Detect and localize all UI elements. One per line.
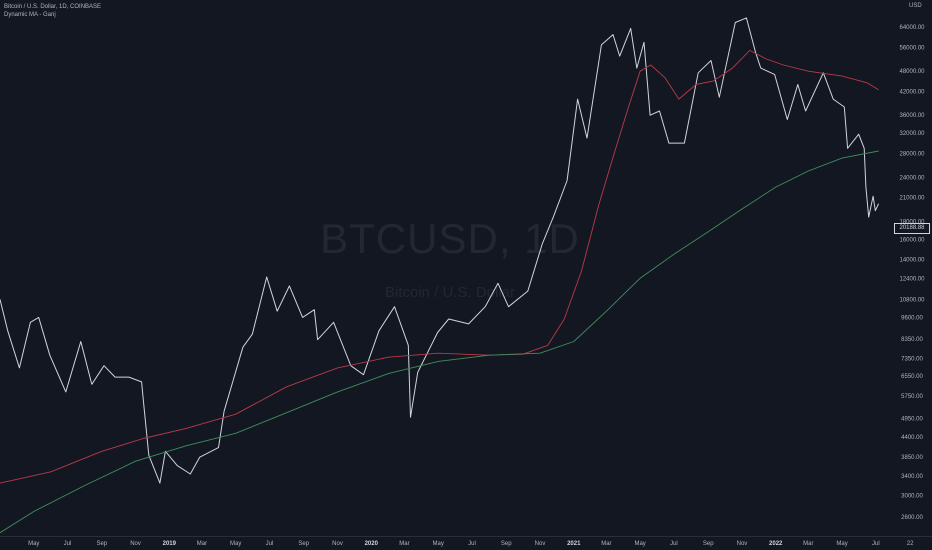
y-tick-label: 6550.00 bbox=[901, 374, 923, 380]
y-tick-label: 16000.00 bbox=[899, 237, 925, 243]
y-tick-label: 64000.00 bbox=[899, 25, 925, 31]
x-tick-label: Jul bbox=[872, 541, 880, 547]
x-tick-label: Sep bbox=[703, 541, 714, 547]
x-tick-label: Sep bbox=[501, 541, 512, 547]
y-tick-label: 56000.00 bbox=[899, 46, 925, 52]
x-tick-label: Mar bbox=[803, 541, 813, 547]
x-tick-label: Mar bbox=[399, 541, 409, 547]
x-tick-label: Jul bbox=[670, 541, 678, 547]
x-tick-label: Mar bbox=[197, 541, 207, 547]
last-price-label: 20188.88 bbox=[894, 223, 930, 234]
y-tick-label: 4400.00 bbox=[901, 435, 923, 441]
currency-label[interactable]: USD bbox=[909, 3, 922, 9]
x-tick-label: 2020 bbox=[365, 541, 379, 547]
symbol-legend[interactable]: Bitcoin / U.S. Dollar, 1D, COINBASE bbox=[4, 4, 102, 10]
y-tick-label: 21000.00 bbox=[899, 196, 925, 202]
x-tick-label: 22 bbox=[907, 541, 914, 547]
y-tick-label: 3850.00 bbox=[901, 455, 923, 461]
x-tick-label: May bbox=[230, 541, 241, 547]
x-tick-label: May bbox=[28, 541, 39, 547]
x-tick-label: May bbox=[836, 541, 847, 547]
y-tick-label: 14000.00 bbox=[899, 258, 925, 264]
y-tick-label: 5750.00 bbox=[901, 394, 923, 400]
x-tick-label: Jul bbox=[266, 541, 274, 547]
y-tick-label: 8350.00 bbox=[901, 337, 923, 343]
series-line-1[interactable] bbox=[0, 49, 879, 484]
x-tick-label: May bbox=[433, 541, 444, 547]
y-tick-label: 42000.00 bbox=[899, 90, 925, 96]
y-tick-label: 9600.00 bbox=[901, 315, 923, 321]
y-tick-label: 36000.00 bbox=[899, 113, 925, 119]
y-tick-label: 48000.00 bbox=[899, 69, 925, 75]
x-tick-label: Nov bbox=[737, 541, 748, 547]
series-line-0[interactable] bbox=[0, 17, 880, 484]
x-tick-label: Nov bbox=[332, 541, 343, 547]
y-tick-label: 12400.00 bbox=[899, 276, 925, 282]
x-tick-label: 2021 bbox=[567, 541, 581, 547]
x-tick-label: Jul bbox=[468, 541, 476, 547]
x-tick-label: 2022 bbox=[769, 541, 783, 547]
time-axis[interactable]: May Jul Sep Nov 2019 Mar May Jul Sep Nov 2020 Mar Ma… bbox=[28, 541, 914, 547]
y-tick-label: 7350.00 bbox=[901, 356, 923, 362]
y-tick-label: 18000.00 bbox=[899, 219, 925, 225]
watermark-name: Bitcoin / U.S. Dollar bbox=[384, 284, 516, 301]
x-tick-label: Nov bbox=[130, 541, 141, 547]
chart-legend: Bitcoin / U.S. Dollar, 1D, COINBASE Dyna… bbox=[4, 3, 101, 19]
x-tick-label: Sep bbox=[96, 541, 107, 547]
y-tick-label: 24000.00 bbox=[899, 175, 925, 181]
y-tick-label: 2600.00 bbox=[901, 515, 923, 521]
x-tick-label: May bbox=[634, 541, 645, 547]
indicator-legend[interactable]: Dynamic MA - Ganj bbox=[4, 12, 56, 18]
x-tick-label: 2019 bbox=[163, 541, 177, 547]
price-axis[interactable]: 64000.00 56000.00 48000.00 42000.00 36000.00… bbox=[899, 25, 925, 521]
x-tick-label: Jul bbox=[64, 541, 72, 547]
x-tick-label: Sep bbox=[298, 541, 309, 547]
x-tick-label: Nov bbox=[535, 541, 546, 547]
y-tick-label: 3400.00 bbox=[901, 474, 923, 480]
y-tick-label: 4950.00 bbox=[901, 417, 923, 423]
x-tick-label: Mar bbox=[601, 541, 611, 547]
y-tick-label: 32000.00 bbox=[899, 131, 925, 137]
series-layer bbox=[0, 17, 880, 534]
y-tick-label: 28000.00 bbox=[899, 152, 925, 158]
series-line-2[interactable] bbox=[0, 150, 879, 534]
y-tick-label: 10800.00 bbox=[899, 297, 925, 303]
y-tick-label: 3000.00 bbox=[901, 493, 923, 499]
watermark-ticker: BTCUSD, 1D bbox=[320, 215, 580, 262]
